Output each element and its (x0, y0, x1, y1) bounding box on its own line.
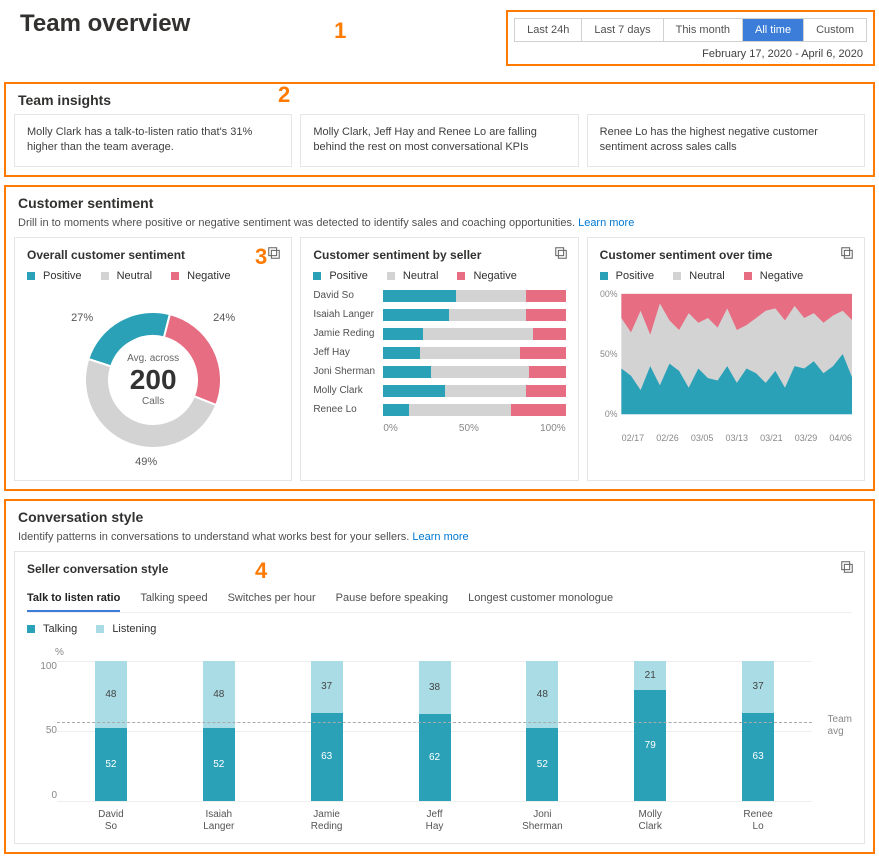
overall-sentiment-card: 3 Overall customer sentiment Positive Ne… (14, 237, 292, 481)
conversation-section: Conversation style Identify patterns in … (4, 499, 875, 854)
seller-sentiment-row[interactable]: Jamie Reding (313, 328, 565, 340)
conversation-tab[interactable]: Longest customer monologue (468, 588, 613, 612)
sentiment-learn-more-link[interactable]: Learn more (578, 217, 634, 229)
sentiment-legend: Positive Neutral Negative (27, 270, 279, 282)
insight-card[interactable]: Renee Lo has the highest negative custom… (587, 114, 865, 167)
team-avg-label: Teamavg (828, 714, 852, 738)
sentiment-subtitle: Drill in to moments where positive or ne… (14, 217, 865, 233)
donut-negative-label: 27% (71, 312, 93, 324)
expand-icon[interactable] (840, 560, 854, 579)
seller-sentiment-row[interactable]: David So (313, 290, 565, 302)
seller-sentiment-row[interactable]: Joni Sherman (313, 366, 565, 378)
talk-listen-bar[interactable]: 7921MollyClark (596, 643, 704, 833)
callout-4: 4 (255, 558, 267, 584)
callout-1: 1 (334, 10, 362, 44)
conversation-learn-more-link[interactable]: Learn more (412, 531, 468, 543)
insight-card[interactable]: Molly Clark, Jeff Hay and Renee Lo are f… (300, 114, 578, 167)
page-title: Team overview (20, 10, 190, 38)
seller-bars-axis: 0% 50% 100% (383, 423, 565, 434)
svg-text:0%: 0% (605, 409, 618, 419)
talk-listen-bar[interactable]: 6337ReneeLo (704, 643, 812, 833)
talk-listen-bar[interactable]: 6238JeffHay (381, 643, 489, 833)
sentiment-cards-row: 3 Overall customer sentiment Positive Ne… (14, 237, 865, 481)
time-filter-button[interactable]: Last 24h (515, 19, 582, 41)
talk-listen-bar[interactable]: 5248JoniSherman (488, 643, 596, 833)
conversation-tab[interactable]: Switches per hour (228, 588, 316, 612)
sentiment-legend: Positive Neutral Negative (313, 270, 565, 282)
expand-icon[interactable] (267, 246, 281, 265)
sentiment-area-chart: 100% 50% 0% (600, 290, 852, 426)
conversation-tab[interactable]: Talking speed (140, 588, 207, 612)
donut-center: Avg. across 200 Calls (127, 353, 179, 407)
conversation-title: Conversation style (14, 505, 865, 531)
talk-listen-bar[interactable]: 5248IsaiahLanger (165, 643, 273, 833)
insights-row: Molly Clark has a talk-to-listen ratio t… (14, 114, 865, 167)
insights-title: Team insights (14, 88, 865, 114)
seller-bars-list: David So Isaiah Langer Jamie Reding Jeff… (313, 290, 565, 416)
time-filter-button[interactable]: Last 7 days (582, 19, 663, 41)
sentiment-over-time-card: Customer sentiment over time Positive Ne… (587, 237, 865, 481)
sentiment-title: Customer sentiment (14, 191, 865, 217)
page-header: Team overview 1 Last 24hLast 7 daysThis … (0, 0, 879, 74)
sentiment-section: Customer sentiment Drill in to moments w… (4, 185, 875, 491)
expand-icon[interactable] (840, 246, 854, 265)
talk-listen-bar-chart: % 100 50 0 5248DavidSo5248IsaiahLanger63… (27, 643, 852, 833)
time-filter-panel: Last 24hLast 7 daysThis monthAll timeCus… (506, 10, 875, 66)
sentiment-donut-chart: Avg. across 200 Calls 24% 27% 49% (63, 290, 243, 470)
talk-listen-legend: Talking Listening (27, 623, 852, 635)
svg-text:100%: 100% (600, 290, 618, 299)
sentiment-legend: Positive Neutral Negative (600, 270, 852, 282)
sentiment-by-seller-title: Customer sentiment by seller (313, 248, 565, 262)
donut-neutral-label: 49% (135, 456, 157, 468)
seller-sentiment-row[interactable]: Isaiah Langer (313, 309, 565, 321)
overall-sentiment-title: Overall customer sentiment (27, 248, 279, 262)
sentiment-by-seller-card: Customer sentiment by seller Positive Ne… (300, 237, 578, 481)
svg-text:50%: 50% (600, 349, 618, 359)
bar-chart-y-axis: 100 50 0 (27, 661, 57, 801)
talk-listen-bar[interactable]: 6337JamieReding (273, 643, 381, 833)
area-chart-x-axis: 02/1702/2603/0503/1303/2103/2904/06 (600, 433, 852, 443)
time-filter-button[interactable]: This month (664, 19, 743, 41)
time-filter-button[interactable]: Custom (804, 19, 866, 41)
donut-positive-label: 24% (213, 312, 235, 324)
insights-section: Team insights 2 Molly Clark has a talk-t… (4, 82, 875, 177)
expand-icon[interactable] (554, 246, 568, 265)
conversation-card-title: Seller conversation style (27, 562, 852, 576)
conversation-style-card: 4 Seller conversation style Talk to list… (14, 551, 865, 844)
conversation-tab[interactable]: Pause before speaking (336, 588, 449, 612)
date-range-label: February 17, 2020 - April 6, 2020 (514, 48, 867, 60)
callout-3: 3 (255, 244, 267, 270)
seller-sentiment-row[interactable]: Renee Lo (313, 404, 565, 416)
sentiment-over-time-title: Customer sentiment over time (600, 248, 852, 262)
conversation-tabs: Talk to listen ratio Talking speed Switche… (27, 588, 852, 613)
conversation-subtitle: Identify patterns in conversations to un… (14, 531, 865, 547)
seller-sentiment-row[interactable]: Jeff Hay (313, 347, 565, 359)
insight-card[interactable]: Molly Clark has a talk-to-listen ratio t… (14, 114, 292, 167)
talk-listen-bar[interactable]: 5248DavidSo (57, 643, 165, 833)
time-filter-group: Last 24hLast 7 daysThis monthAll timeCus… (514, 18, 867, 42)
callout-2: 2 (278, 82, 290, 108)
conversation-tab[interactable]: Talk to listen ratio (27, 588, 120, 612)
seller-sentiment-row[interactable]: Molly Clark (313, 385, 565, 397)
time-filter-button[interactable]: All time (743, 19, 804, 41)
